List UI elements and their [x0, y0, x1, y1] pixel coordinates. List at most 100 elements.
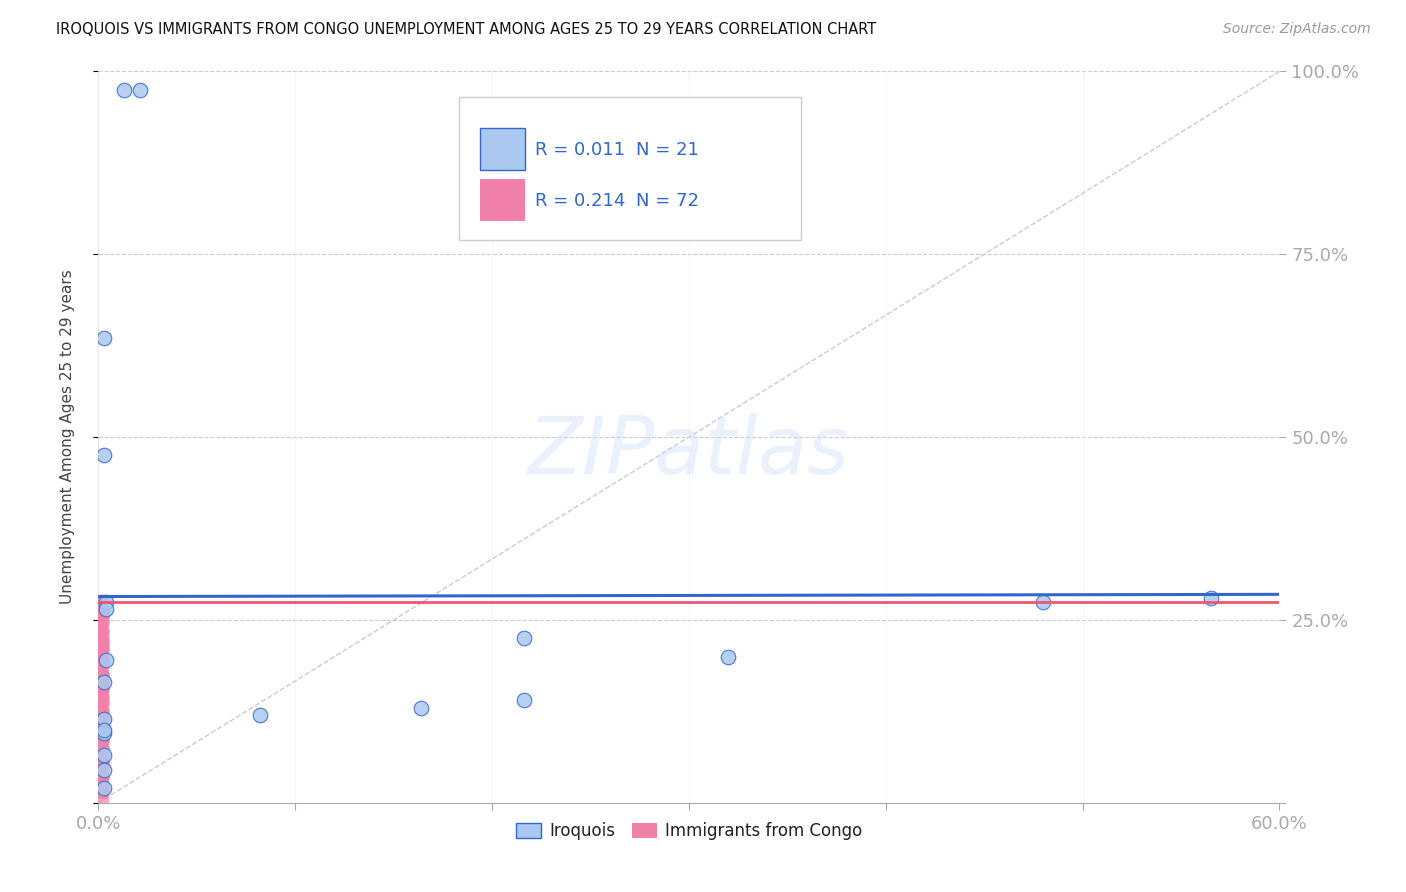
- Point: [91, 792, 114, 806]
- Point: [93, 748, 115, 763]
- Point: [91, 712, 114, 726]
- Point: [91, 653, 114, 667]
- Point: [91, 708, 114, 723]
- Point: [411, 700, 433, 714]
- Point: [93, 675, 115, 690]
- Bar: [479, 128, 524, 170]
- Point: [91, 635, 114, 649]
- Point: [91, 675, 114, 690]
- Point: [91, 642, 114, 657]
- Point: [91, 733, 114, 747]
- Point: [96, 594, 118, 608]
- Point: [93, 763, 115, 777]
- Point: [91, 632, 114, 646]
- Point: [91, 635, 114, 649]
- Point: [91, 763, 114, 777]
- Point: [91, 675, 114, 690]
- Point: [91, 770, 114, 784]
- Point: [91, 639, 114, 653]
- Point: [91, 726, 114, 740]
- Legend: Iroquois, Immigrants from Congo: Iroquois, Immigrants from Congo: [509, 816, 869, 847]
- Point: [91, 770, 114, 784]
- Point: [91, 690, 114, 704]
- Point: [91, 712, 114, 726]
- Text: N = 21: N = 21: [636, 141, 699, 159]
- Point: [91, 653, 114, 667]
- Text: R = 0.214: R = 0.214: [536, 192, 626, 210]
- Point: [91, 616, 114, 631]
- Point: [91, 667, 114, 681]
- Point: [91, 693, 114, 707]
- Point: [91, 733, 114, 747]
- Point: [1199, 591, 1222, 605]
- Point: [91, 675, 114, 690]
- Point: [91, 733, 114, 747]
- Point: [91, 697, 114, 711]
- Point: [91, 609, 114, 624]
- Point: [512, 693, 534, 707]
- Point: [91, 778, 114, 792]
- Point: [91, 682, 114, 697]
- Point: [93, 448, 115, 462]
- Point: [91, 667, 114, 681]
- Point: [128, 83, 150, 97]
- Point: [91, 606, 114, 620]
- Point: [91, 785, 114, 799]
- Point: [91, 719, 114, 733]
- FancyBboxPatch shape: [458, 97, 801, 240]
- Point: [91, 705, 114, 719]
- Point: [91, 657, 114, 671]
- Point: [91, 594, 114, 608]
- Point: [91, 726, 114, 740]
- Point: [91, 682, 114, 697]
- Y-axis label: Unemployment Among Ages 25 to 29 years: Unemployment Among Ages 25 to 29 years: [60, 269, 75, 605]
- Point: [91, 748, 114, 763]
- Point: [91, 740, 114, 755]
- Point: [96, 602, 118, 616]
- Point: [717, 649, 740, 664]
- Bar: [479, 179, 524, 221]
- Point: [91, 697, 114, 711]
- Text: Source: ZipAtlas.com: Source: ZipAtlas.com: [1223, 22, 1371, 37]
- Point: [91, 778, 114, 792]
- Point: [91, 613, 114, 627]
- Text: IROQUOIS VS IMMIGRANTS FROM CONGO UNEMPLOYMENT AMONG AGES 25 TO 29 YEARS CORRELA: IROQUOIS VS IMMIGRANTS FROM CONGO UNEMPL…: [56, 22, 876, 37]
- Point: [93, 781, 115, 796]
- Point: [91, 653, 114, 667]
- Point: [91, 602, 114, 616]
- Point: [91, 646, 114, 660]
- Point: [93, 726, 115, 740]
- Point: [91, 667, 114, 681]
- Point: [91, 756, 114, 770]
- Point: [91, 616, 114, 631]
- Point: [91, 785, 114, 799]
- Point: [512, 632, 534, 646]
- Point: [1032, 594, 1054, 608]
- Point: [91, 705, 114, 719]
- Point: [91, 624, 114, 638]
- Point: [91, 609, 114, 624]
- Point: [112, 83, 135, 97]
- Point: [91, 740, 114, 755]
- Point: [249, 708, 271, 723]
- Point: [91, 690, 114, 704]
- Point: [91, 627, 114, 641]
- Point: [91, 759, 114, 773]
- Point: [96, 653, 118, 667]
- Text: N = 72: N = 72: [636, 192, 699, 210]
- Text: R = 0.011: R = 0.011: [536, 141, 626, 159]
- Point: [93, 712, 115, 726]
- Point: [91, 642, 114, 657]
- Point: [91, 609, 114, 624]
- Point: [91, 599, 114, 613]
- Point: [91, 712, 114, 726]
- Point: [91, 733, 114, 747]
- Point: [91, 785, 114, 799]
- Point: [91, 682, 114, 697]
- Point: [93, 723, 115, 737]
- Point: [91, 624, 114, 638]
- Point: [91, 660, 114, 674]
- Point: [91, 602, 114, 616]
- Point: [91, 756, 114, 770]
- Point: [91, 752, 114, 766]
